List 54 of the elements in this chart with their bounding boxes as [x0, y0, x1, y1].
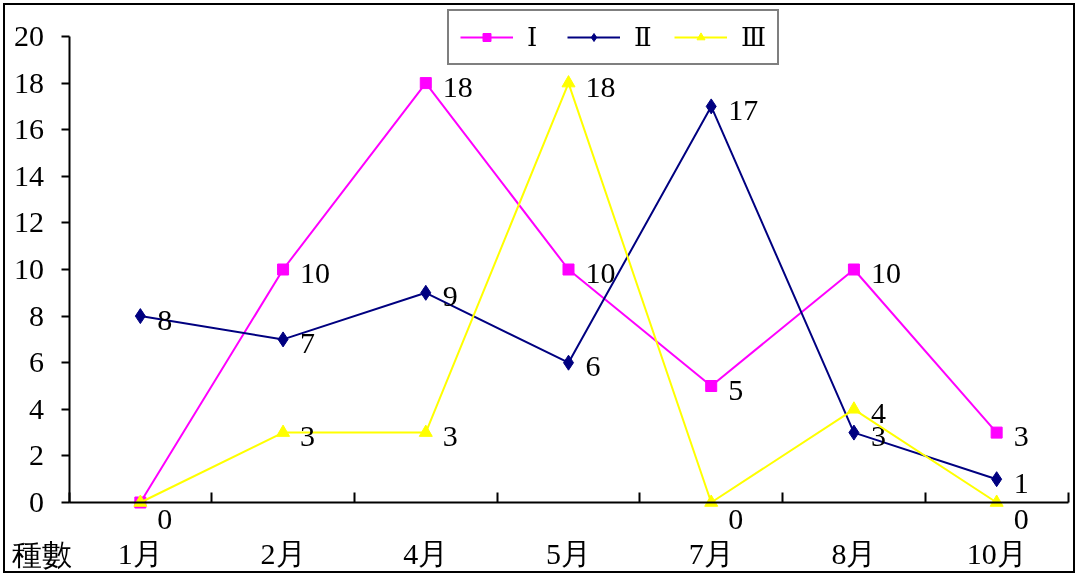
y-tick-label: 4 [29, 391, 44, 425]
x-tick-label: 1月 [117, 536, 163, 570]
point [134, 308, 146, 325]
x-tick-label: 2月 [260, 536, 306, 570]
x-tick-label: 10月 [966, 536, 1027, 570]
y-axis-title: 種數 [12, 538, 72, 571]
y-tick-label: 2 [29, 438, 44, 472]
legend-label: Ⅲ [741, 22, 767, 52]
y-tick-label: 10 [14, 252, 44, 285]
x-tick-label: 7月 [688, 536, 734, 570]
point [846, 401, 861, 414]
point [277, 263, 290, 276]
point [561, 75, 576, 88]
point [705, 380, 718, 392]
data-label: 18 [442, 69, 473, 103]
point [991, 471, 1003, 488]
y-tick-label: 14 [14, 158, 44, 192]
point [276, 424, 291, 437]
legend-label: Ⅰ [527, 22, 539, 52]
point [705, 98, 717, 115]
data-label: 6 [585, 349, 601, 383]
y-tick-label: 16 [14, 112, 44, 146]
data-label: 3 [1013, 419, 1029, 453]
data-label: 10 [870, 256, 901, 289]
y-tick-label: 0 [29, 485, 44, 518]
point [990, 426, 1003, 439]
x-tick-label: 8月 [831, 536, 877, 570]
data-label: 0 [1013, 502, 1029, 535]
x-tick-label: 5月 [546, 536, 591, 570]
data-label: 0 [728, 502, 744, 535]
data-label: 10 [300, 256, 331, 289]
y-tick-label: 6 [29, 345, 44, 379]
point [419, 77, 432, 90]
y-tick-label: 12 [14, 205, 44, 239]
data-label: 5 [728, 372, 744, 406]
data-label: 1 [1013, 465, 1029, 499]
data-label: 17 [728, 92, 759, 126]
data-label: 0 [157, 502, 173, 535]
data-label: 3 [442, 419, 458, 453]
x-tick-label: 4月 [403, 536, 449, 570]
data-label: 18 [585, 69, 616, 103]
point [277, 331, 289, 348]
point [847, 263, 860, 276]
y-tick-label: 8 [29, 298, 44, 332]
data-label: 9 [442, 279, 458, 313]
y-tick-label: 18 [14, 65, 44, 99]
point [562, 263, 575, 276]
point [420, 284, 432, 301]
point [418, 424, 433, 437]
point [848, 424, 860, 441]
data-label: 10 [585, 256, 616, 289]
y-tick-label: 20 [14, 19, 44, 52]
legend-label: Ⅱ [634, 22, 653, 52]
data-label: 7 [300, 325, 316, 359]
